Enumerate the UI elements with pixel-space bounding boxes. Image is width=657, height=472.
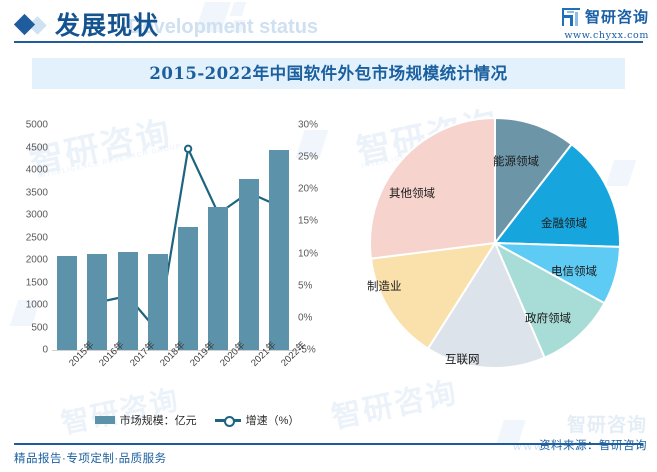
y-axis-left-tick: 4000 <box>25 164 48 176</box>
footer-brand-name: 智研咨询 <box>566 414 647 436</box>
pie-label-互联网: 互联网 <box>445 352 480 366</box>
y-axis-right-tick: -5% <box>298 344 316 356</box>
bar-2022年 <box>268 149 289 350</box>
x-axis-line <box>52 350 298 351</box>
y-axis-right-tick: 25% <box>298 151 319 163</box>
footer-divider <box>14 443 643 445</box>
bar-2018年 <box>147 253 168 350</box>
pie-label-政府领域: 政府领域 <box>525 311 571 325</box>
y-axis-right-tick: 10% <box>298 248 319 260</box>
pie-label-金融领域: 金融领域 <box>541 216 587 230</box>
chart-title-band: 2015-2022年中国软件外包市场规模统计情况 <box>32 58 625 89</box>
bar-chart-plot-area: 0 500 1000 1500 2000 2500 3000 3500 4000 4500 5000… <box>26 120 318 356</box>
pie-chart: 能源领域金融领域电信领域政府领域互联网 制造业 其他领域 <box>345 95 657 415</box>
y-axis-left-tick: 2500 <box>25 232 48 243</box>
footer-tagline: 精品报告·专项定制·品质服务 <box>14 453 167 465</box>
y-axis-right-tick: 5% <box>298 280 313 292</box>
pie-chart-svg <box>369 116 621 369</box>
y-axis-left-tick: 500 <box>31 322 48 333</box>
y-axis-right-tick: 30% <box>298 119 319 131</box>
brand-logo: 智研咨询 www.chyxx.com <box>561 6 649 41</box>
legend-item-growth-rate: 增速（%） <box>214 412 300 428</box>
legend-label-growth-rate: 增速（%） <box>245 415 300 427</box>
diamond-icon <box>13 13 36 36</box>
pie-label-能源领域: 能源领域 <box>493 154 539 168</box>
legend-label-market-size: 市场规模：亿元 <box>119 415 197 427</box>
page-title: 发展现状 <box>55 11 160 40</box>
header-divider <box>14 41 643 43</box>
y-axis-left-tick: 3500 <box>25 187 48 198</box>
pie-slice-其他领域 <box>369 116 496 260</box>
brand-url: www.chyxx.com <box>564 30 649 41</box>
y-axis-right-tick: 20% <box>298 183 319 195</box>
y-axis-left-tick: 3000 <box>25 209 48 221</box>
bar-line-chart: 0 500 1000 1500 2000 2500 3000 3500 4000 4500 5000… <box>8 100 338 427</box>
bar-2017年 <box>117 251 138 350</box>
footer-watermark-logo: 智研咨询 <box>567 410 647 437</box>
bar-2020年 <box>208 207 229 350</box>
pie-slice-政府领域 <box>492 240 606 360</box>
y-axis-right-tick: 0% <box>298 312 313 324</box>
x-axis-labels: 2015年 2016年 2017年 2018年 2019年 2020年 2021年 2022年 <box>52 339 308 401</box>
y-axis-left-tick: 1500 <box>25 277 48 288</box>
bar-2016年 <box>87 254 108 350</box>
pie-label-电信领域: 电信领域 <box>551 264 597 278</box>
bar-2019年 <box>178 227 199 350</box>
growth-rate-point-2019年 <box>183 144 193 153</box>
legend-item-market-size: 市场规模：亿元 <box>94 412 197 428</box>
brand-name: 智研咨询 <box>584 8 649 26</box>
pie-label-其他领域: 其他领域 <box>389 186 435 200</box>
pie-slice-金融领域 <box>493 142 621 248</box>
bar-2021年 <box>238 179 259 350</box>
pie-slice-能源领域 <box>494 116 574 246</box>
charts-container: 0 500 1000 1500 2000 2500 3000 3500 4000 4500 5000… <box>0 95 657 427</box>
pie-slice-互联网 <box>426 240 546 369</box>
y-axis-left-tick: 4500 <box>25 142 48 153</box>
pie-label-制造业: 制造业 <box>367 279 402 293</box>
bar-2015年 <box>57 256 78 350</box>
brand-mark-icon <box>561 7 580 26</box>
y-axis-left-tick: 1000 <box>25 299 48 311</box>
legend-bar-swatch <box>94 416 115 424</box>
chart-legend: 市场规模：亿元 增速（%） <box>52 412 342 428</box>
y-axis-left-tick: 2000 <box>25 254 48 266</box>
chart-title: 2015-2022年中国软件外包市场规模统计情况 <box>149 64 508 83</box>
y-axis-left-tick: 5000 <box>25 119 48 131</box>
footer-source: 资料来源：智研咨询 <box>539 440 647 452</box>
pie-slice-制造业 <box>369 241 497 350</box>
y-axis-right-tick: 15% <box>298 215 319 227</box>
legend-line-swatch <box>214 415 241 427</box>
page-header: Development status 发展现状 智研咨询 www.chyxx.c… <box>0 0 657 48</box>
y-axis-left-tick: 0 <box>42 344 48 356</box>
